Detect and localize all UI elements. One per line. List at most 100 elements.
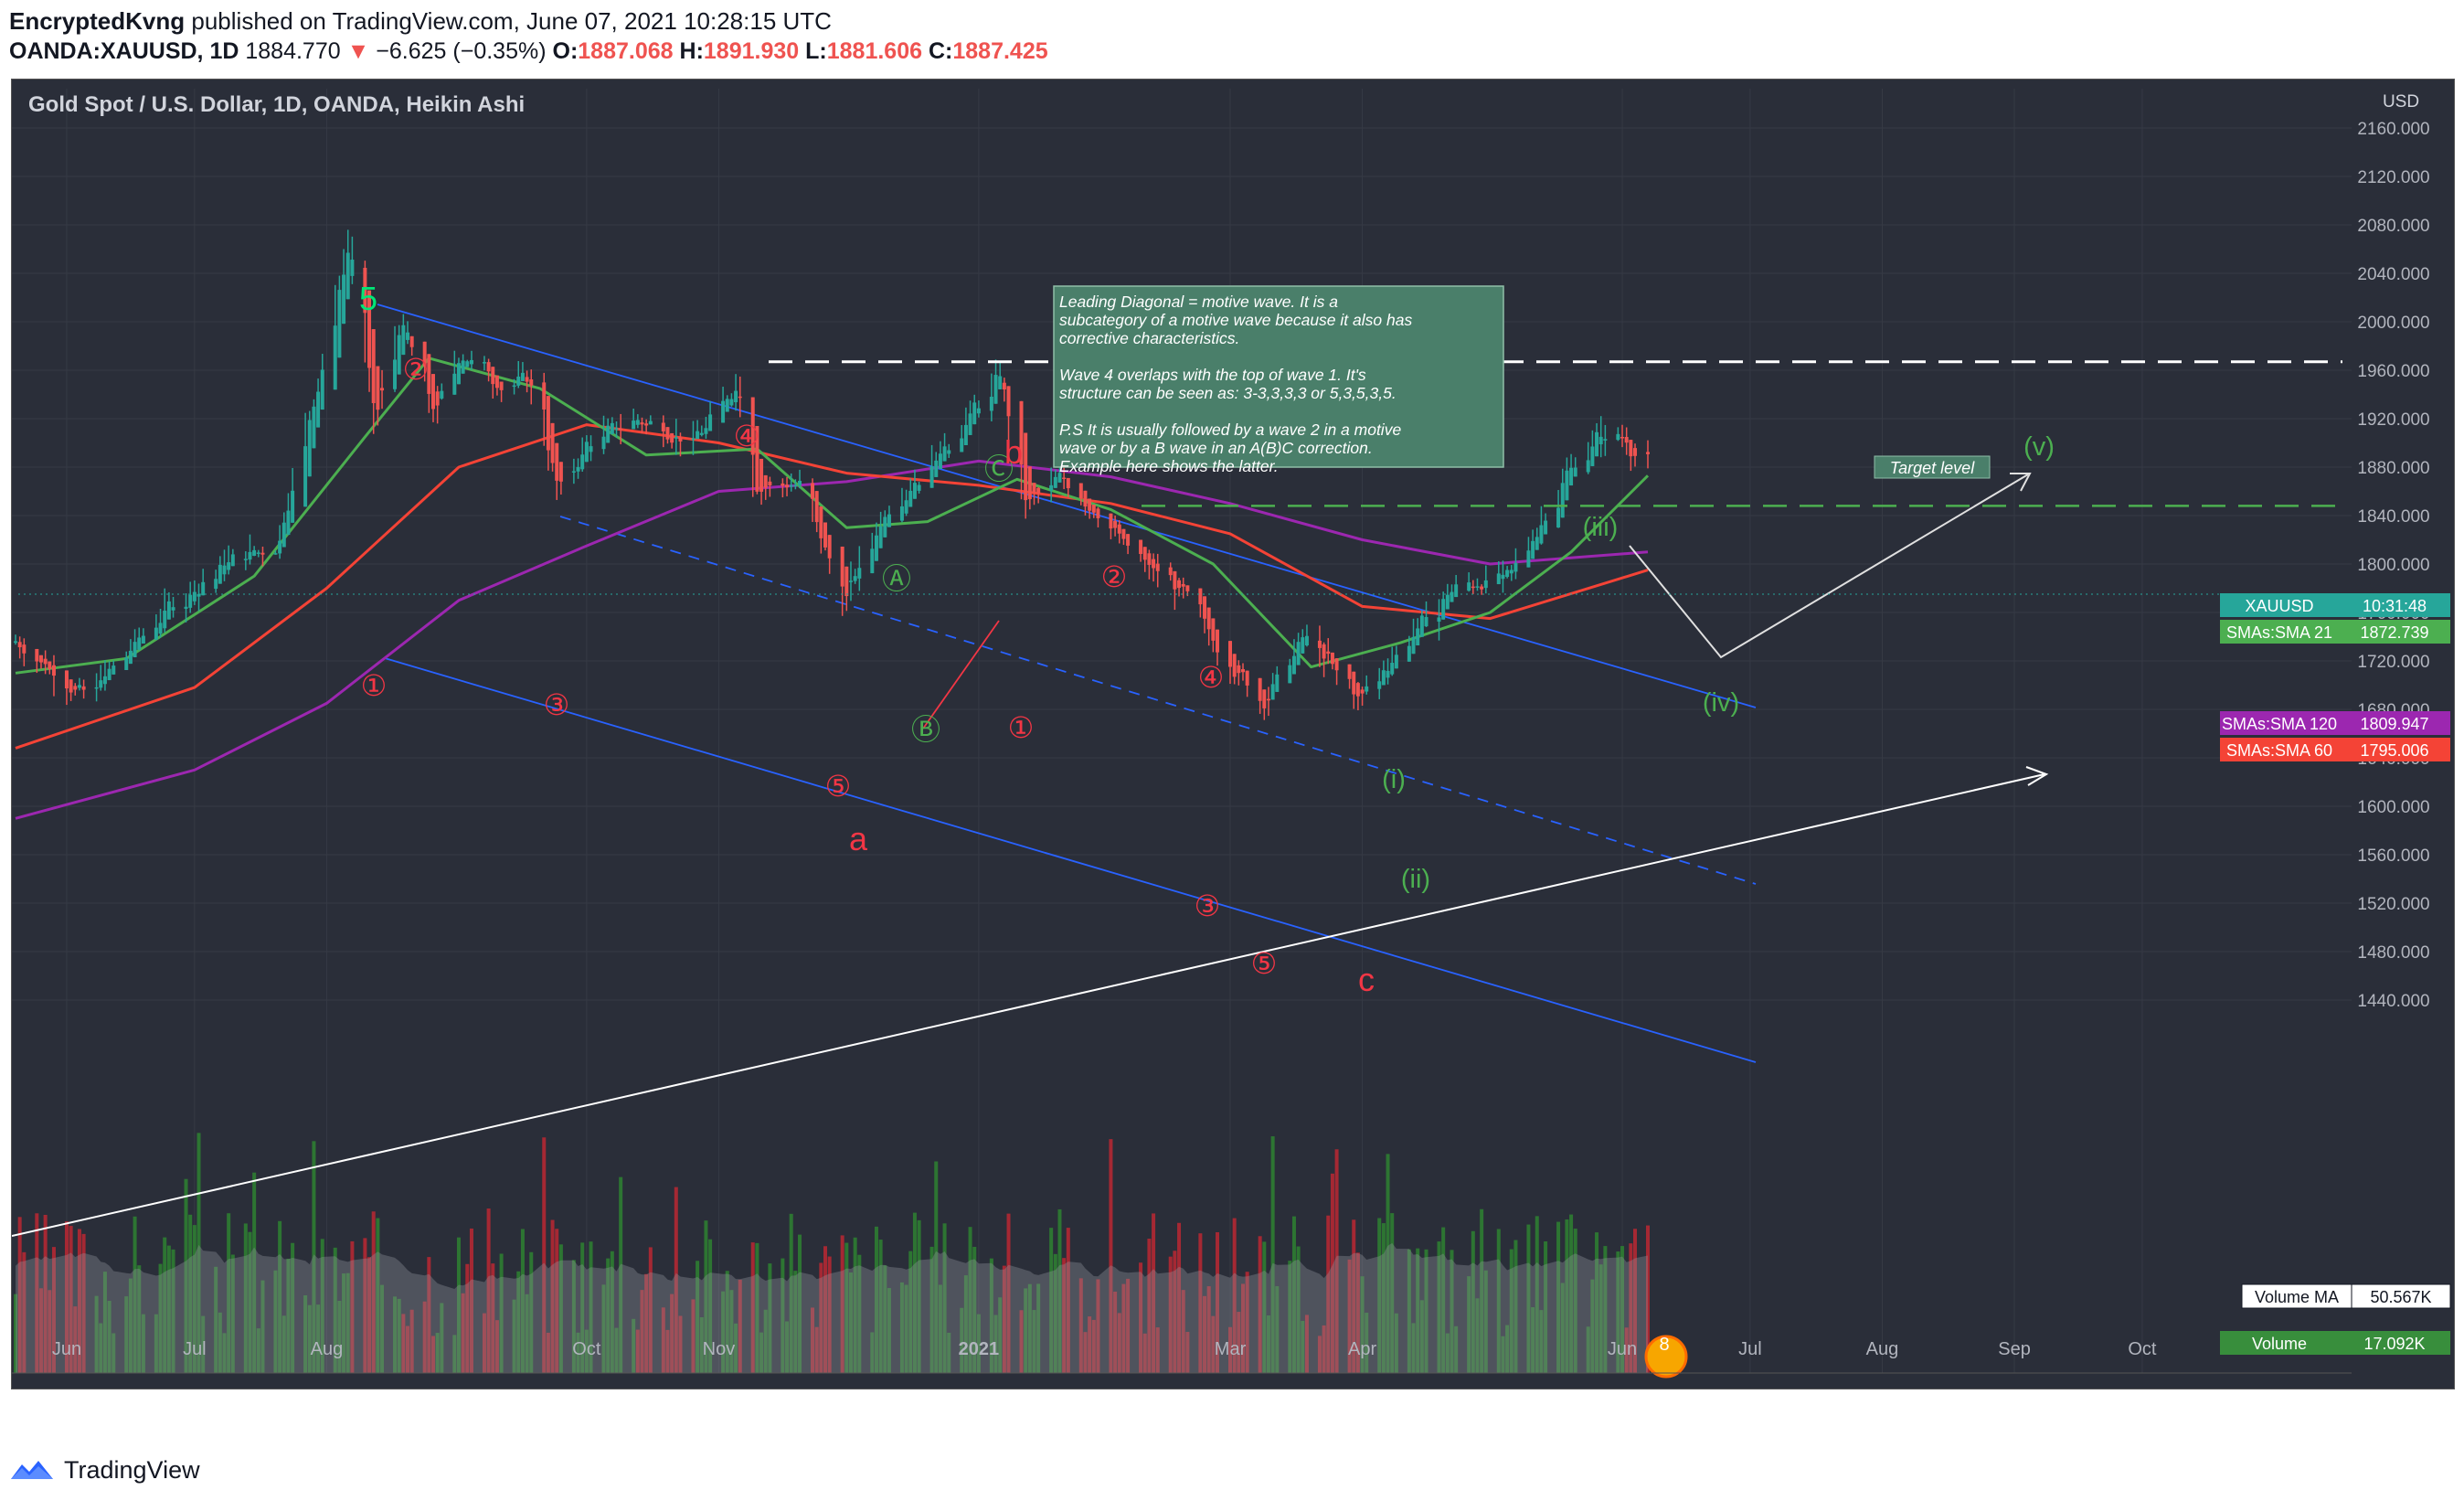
- candle: [665, 427, 670, 444]
- candle-body: [1535, 537, 1539, 550]
- candle: [908, 478, 913, 507]
- candle-body: [1390, 663, 1395, 675]
- currency-selector[interactable]: USD: [2375, 87, 2427, 114]
- volume-bar: [708, 1239, 713, 1373]
- wave-roman-label: (iii): [1583, 513, 1619, 542]
- volume-bar: [486, 1208, 491, 1373]
- volume-bar: [230, 1254, 235, 1373]
- volume-bar: [1365, 1313, 1369, 1373]
- volume-bar: [1232, 1218, 1237, 1373]
- sma120-tag[interactable]: SMAs:SMA 120 1809.947: [2220, 711, 2450, 735]
- candle-body: [972, 402, 977, 425]
- candle-body: [993, 375, 998, 404]
- volume-bar: [704, 1220, 708, 1373]
- candle-body: [755, 426, 759, 492]
- candle: [1288, 658, 1292, 684]
- currency-label[interactable]: USD: [2383, 92, 2419, 112]
- candle: [1228, 641, 1233, 685]
- candle-body: [691, 438, 696, 441]
- sma21-tag-value-box: [2339, 620, 2450, 644]
- candle-body: [1262, 689, 1267, 708]
- volume-bar: [141, 1314, 145, 1373]
- price-change: −6.625 (−0.35%): [376, 38, 547, 64]
- author-name[interactable]: EncryptedKvng: [9, 7, 186, 35]
- candle-body: [1616, 433, 1620, 441]
- volume-bar: [192, 1225, 196, 1373]
- volume-bar: [430, 1336, 435, 1373]
- volume-bar: [750, 1242, 755, 1373]
- wave-count-label: ①: [361, 669, 388, 702]
- trend-support-line: [12, 773, 2045, 1237]
- candle: [883, 510, 887, 538]
- candle: [571, 458, 576, 484]
- volume-tag[interactable]: Volume 17.092K: [2220, 1331, 2450, 1355]
- volume-ma-tag[interactable]: Volume MA 50.567K: [2241, 1283, 2451, 1309]
- candle-body: [1526, 550, 1531, 568]
- price-tick-label: 1920.000: [2357, 410, 2429, 430]
- time-tick-label: Jul: [183, 1339, 207, 1359]
- candle-body: [610, 422, 614, 435]
- economic-event-icon[interactable]: 8: [1644, 1335, 1688, 1379]
- volume-bar: [1509, 1249, 1513, 1373]
- candle: [38, 655, 43, 669]
- volume-bar: [422, 1301, 427, 1373]
- candle-body: [589, 446, 593, 452]
- volume-bar: [1152, 1213, 1156, 1373]
- candle: [371, 329, 376, 434]
- volume-bar: [1454, 1325, 1459, 1373]
- candle-body: [785, 484, 790, 488]
- channel-lower-line: [384, 657, 1757, 1063]
- volume-bar: [1245, 1272, 1249, 1373]
- volume-bar: [1181, 1290, 1185, 1373]
- candle-body: [883, 516, 887, 538]
- candle: [1633, 443, 1638, 467]
- candle: [648, 415, 653, 425]
- volume-bar: [1483, 1270, 1488, 1373]
- candle: [1027, 466, 1032, 510]
- candle-body: [14, 641, 17, 644]
- candle: [171, 596, 175, 618]
- candle: [154, 614, 158, 640]
- candle: [188, 581, 193, 613]
- price-chart[interactable]: ① ② ③ ④ ⑤ ① ② ③ ④ ⑤ Ⓐ Ⓑ Ⓒ 5 a b c (i) (ii) (iii) (iv) (v) Lead…: [12, 80, 2454, 1389]
- candle: [380, 369, 385, 410]
- candle-body: [1275, 674, 1280, 692]
- candle: [759, 458, 764, 506]
- volume-bar: [525, 1293, 529, 1373]
- candle: [1206, 607, 1211, 646]
- footer-brand[interactable]: TradingView: [64, 1455, 200, 1484]
- volume-bar: [491, 1263, 495, 1373]
- volume-bar: [1501, 1336, 1505, 1373]
- candle-body: [342, 274, 346, 325]
- candle: [1360, 687, 1365, 706]
- candle-body: [827, 535, 832, 559]
- sma60-line: [15, 423, 1649, 750]
- note-box: [1053, 285, 1504, 468]
- candle: [1629, 440, 1633, 472]
- chart-panel[interactable]: ① ② ③ ④ ⑤ ① ② ③ ④ ⑤ Ⓐ Ⓑ Ⓒ 5 a b c (i) (ii) (iii) (iv) (v) Lead…: [11, 79, 2455, 1389]
- price-tag[interactable]: XAUUSD 10:31:48: [2220, 593, 2450, 617]
- volume-bar: [823, 1246, 828, 1373]
- volume-bar: [1057, 1208, 1062, 1373]
- time-tick-label: Nov: [703, 1339, 736, 1359]
- candle-body: [1078, 483, 1083, 499]
- wave-roman-label: (i): [1382, 765, 1406, 794]
- wave-count-label: ④: [1198, 661, 1225, 694]
- volume-bar: [51, 1247, 56, 1373]
- volume-bar: [1616, 1251, 1620, 1373]
- tradingview-logo-icon[interactable]: [9, 1455, 55, 1485]
- arrow-head-icon: [2010, 473, 2032, 492]
- volume-bar: [1237, 1312, 1241, 1373]
- candle-body: [947, 450, 951, 454]
- sma21-tag[interactable]: SMAs:SMA 21 1872.739: [2220, 620, 2450, 644]
- candle: [827, 535, 832, 574]
- wave-roman-label: (iv): [1703, 688, 1739, 718]
- candle-body: [81, 686, 86, 690]
- candle: [1437, 599, 1441, 641]
- candle: [1049, 467, 1054, 503]
- volume-ma-value-box: [2351, 1283, 2451, 1309]
- candle-body: [721, 400, 726, 423]
- sma60-tag[interactable]: SMAs:SMA 60 1795.006: [2220, 738, 2450, 761]
- candle-body: [665, 427, 670, 440]
- candle-body: [998, 376, 1003, 389]
